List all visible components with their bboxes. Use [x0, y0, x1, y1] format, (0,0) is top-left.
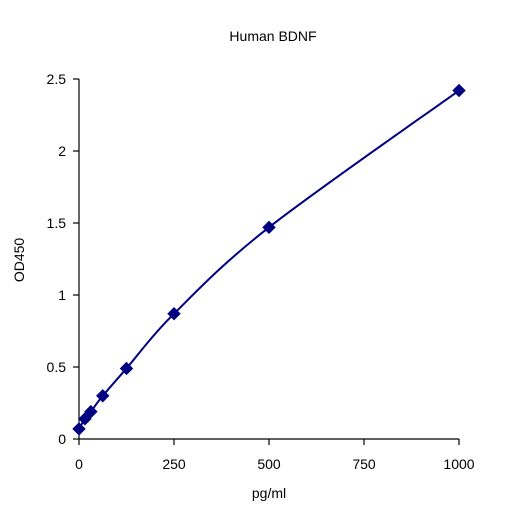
- data-point: [452, 83, 466, 98]
- data-points-layer: [72, 83, 466, 436]
- data-point: [119, 361, 134, 376]
- x-tick-label: 500: [257, 456, 281, 472]
- data-point: [72, 422, 86, 436]
- y-tick-label: 1: [58, 287, 66, 303]
- chart-title: Human BDNF: [229, 28, 316, 44]
- data-point: [167, 307, 181, 321]
- data-point: [96, 389, 110, 403]
- data-point: [262, 220, 276, 235]
- data-point: [78, 412, 92, 426]
- x-tick-label: 750: [352, 456, 376, 472]
- y-tick-label: 2.5: [47, 71, 67, 87]
- x-tick-label: 1000: [443, 456, 474, 472]
- x-axis-title: pg/ml: [252, 485, 286, 501]
- x-tick-label: 0: [75, 456, 83, 472]
- y-axis-title: OD450: [11, 238, 27, 283]
- axes: 0 250 500 750 1000 0 0.5 1 1.5 2 2.5: [47, 71, 475, 472]
- y-tick-label: 0.5: [47, 359, 67, 375]
- fit-curve: [78, 89, 460, 430]
- data-point: [84, 404, 98, 419]
- y-tick-label: 1.5: [47, 215, 67, 231]
- x-tick-label: 250: [162, 456, 186, 472]
- y-tick-label: 0: [58, 431, 66, 447]
- fit-curve-layer: [78, 89, 460, 430]
- y-tick-label: 2: [58, 143, 66, 159]
